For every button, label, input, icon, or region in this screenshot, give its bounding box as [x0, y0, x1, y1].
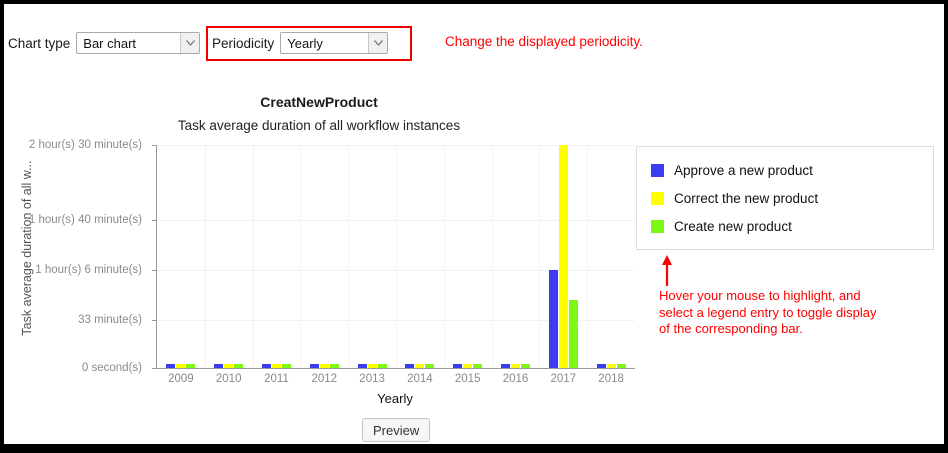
annotation-legend-help-line3: of the corresponding bar.: [659, 321, 803, 336]
chart-toolbar: Chart type Bar chart Periodicity Yearly …: [4, 26, 944, 62]
legend-swatch-icon: [651, 164, 664, 177]
x-gridline: [539, 145, 540, 368]
bar-approve-a-new-product-2014[interactable]: [405, 364, 414, 368]
legend-item-approve-a-new-product[interactable]: Approve a new product: [651, 163, 813, 178]
x-tick-label: 2016: [502, 373, 529, 385]
periodicity-selected-value: Yearly: [287, 35, 323, 51]
annotation-legend-help-line2: select a legend entry to toggle display: [659, 304, 877, 320]
bar-correct-the-new-product-2012[interactable]: [320, 364, 329, 368]
y-axis-tick-labels: 2 hour(s) 30 minute(s) 1 hour(s) 40 minut…: [4, 139, 150, 374]
x-gridline: [205, 145, 206, 368]
arrow-up-icon: [659, 254, 681, 288]
y-tick-label: 1 hour(s) 6 minute(s): [35, 264, 142, 276]
x-tick-label: 2015: [454, 373, 481, 385]
x-tick-label: 2009: [168, 373, 194, 385]
bar-approve-a-new-product-2012[interactable]: [310, 364, 319, 368]
bar-create-new-product-2010[interactable]: [234, 364, 243, 368]
chart-type-select[interactable]: Bar chart: [76, 32, 201, 54]
periodicity-select[interactable]: Yearly: [280, 32, 389, 54]
x-gridline: [396, 145, 397, 368]
bar-create-new-product-2011[interactable]: [282, 364, 291, 368]
y-tick-label: 0 second(s): [81, 362, 142, 374]
x-tick-label: 2018: [598, 373, 624, 385]
x-gridline: [253, 145, 254, 368]
x-tick-label: 2012: [311, 373, 338, 385]
chevron-down-icon: [368, 33, 388, 53]
bar-approve-a-new-product-2018[interactable]: [597, 364, 606, 368]
y-tick-label: 33 minute(s): [78, 314, 142, 326]
bar-approve-a-new-product-2011[interactable]: [262, 364, 271, 368]
y-tick-mark: [152, 270, 157, 271]
chart-type-label: Chart type: [8, 35, 71, 51]
periodicity-label: Periodicity: [212, 35, 275, 51]
bar-correct-the-new-product-2016[interactable]: [511, 364, 520, 368]
bar-create-new-product-2015[interactable]: [473, 364, 482, 368]
preview-button[interactable]: Preview: [362, 418, 431, 442]
x-axis-title: Yearly: [377, 391, 413, 406]
x-tick-label: 2011: [264, 373, 289, 385]
chart-type-control: Chart type Bar chart: [8, 32, 201, 54]
chart-subtitle: Task average duration of all workflow in…: [177, 118, 461, 133]
y-tick-mark: [152, 320, 157, 321]
bar-approve-a-new-product-2009[interactable]: [166, 364, 175, 368]
x-tick-label: 2017: [550, 373, 577, 385]
legend-swatch-icon: [651, 220, 664, 233]
x-gridline: [300, 145, 301, 368]
legend-label: Approve a new product: [674, 163, 813, 178]
legend-swatch-icon: [651, 192, 664, 205]
y-tick-mark: [152, 368, 157, 369]
bar-correct-the-new-product-2010[interactable]: [224, 364, 233, 368]
bar-create-new-product-2018[interactable]: [617, 364, 626, 368]
plot-area: 2009 2010 2011 2012 2013 2014 2015 2016 2017 2018: [152, 145, 635, 385]
legend-label: Correct the new product: [674, 191, 819, 206]
y-tick-mark: [152, 145, 157, 146]
bar-create-new-product-2016[interactable]: [521, 364, 530, 368]
legend-label: Create new product: [674, 219, 792, 234]
bar-correct-the-new-product-2017[interactable]: [559, 145, 568, 368]
y-tick-label: 2 hour(s) 30 minute(s): [28, 139, 142, 151]
chart-preview-page: Chart type Bar chart Periodicity Yearly …: [4, 4, 944, 444]
x-tick-label: 2014: [407, 373, 433, 385]
bar-create-new-product-2012[interactable]: [330, 364, 339, 368]
bar-create-new-product-2013[interactable]: [378, 364, 387, 368]
x-gridline: [587, 145, 588, 368]
x-tick-label: 2010: [215, 373, 242, 385]
bar-approve-a-new-product-2016[interactable]: [501, 364, 510, 368]
bar-approve-a-new-product-2013[interactable]: [358, 364, 367, 368]
bar-approve-a-new-product-2017[interactable]: [549, 270, 558, 368]
bar-approve-a-new-product-2015[interactable]: [453, 364, 462, 368]
annotation-legend-help-line1: Hover your mouse to highlight, and: [659, 288, 861, 303]
legend-item-create-new-product[interactable]: Create new product: [651, 219, 792, 234]
y-tick-label: 1 hour(s) 40 minute(s): [28, 214, 142, 226]
bar-correct-the-new-product-2013[interactable]: [368, 364, 377, 368]
bar-correct-the-new-product-2015[interactable]: [463, 364, 472, 368]
periodicity-control: Periodicity Yearly: [212, 32, 389, 54]
x-gridline: [492, 145, 493, 368]
bar-create-new-product-2009[interactable]: [186, 364, 195, 368]
chart-legend: Approve a new product Correct the new pro…: [636, 146, 934, 250]
bar-approve-a-new-product-2010[interactable]: [214, 364, 223, 368]
annotation-periodicity: Change the displayed periodicity.: [445, 34, 643, 49]
x-tick-label: 2013: [359, 373, 385, 385]
x-gridline: [444, 145, 445, 368]
bar-correct-the-new-product-2014[interactable]: [415, 364, 424, 368]
bar-correct-the-new-product-2018[interactable]: [607, 364, 616, 368]
bar-correct-the-new-product-2009[interactable]: [176, 364, 185, 368]
chevron-down-icon: [180, 33, 200, 53]
annotation-legend-help: Hover your mouse to highlight, and selec…: [659, 288, 929, 338]
chart-type-selected-value: Bar chart: [83, 35, 137, 51]
x-gridline: [348, 145, 349, 368]
bar-create-new-product-2014[interactable]: [425, 364, 434, 368]
legend-item-correct-the-new-product[interactable]: Correct the new product: [651, 191, 818, 206]
chart-title: CreatNewProduct: [260, 94, 378, 110]
bar-create-new-product-2017[interactable]: [569, 300, 578, 368]
y-tick-mark: [152, 220, 157, 221]
chart-area: CreatNewProduct Task average duration of…: [4, 66, 944, 444]
bar-correct-the-new-product-2011[interactable]: [272, 364, 281, 368]
